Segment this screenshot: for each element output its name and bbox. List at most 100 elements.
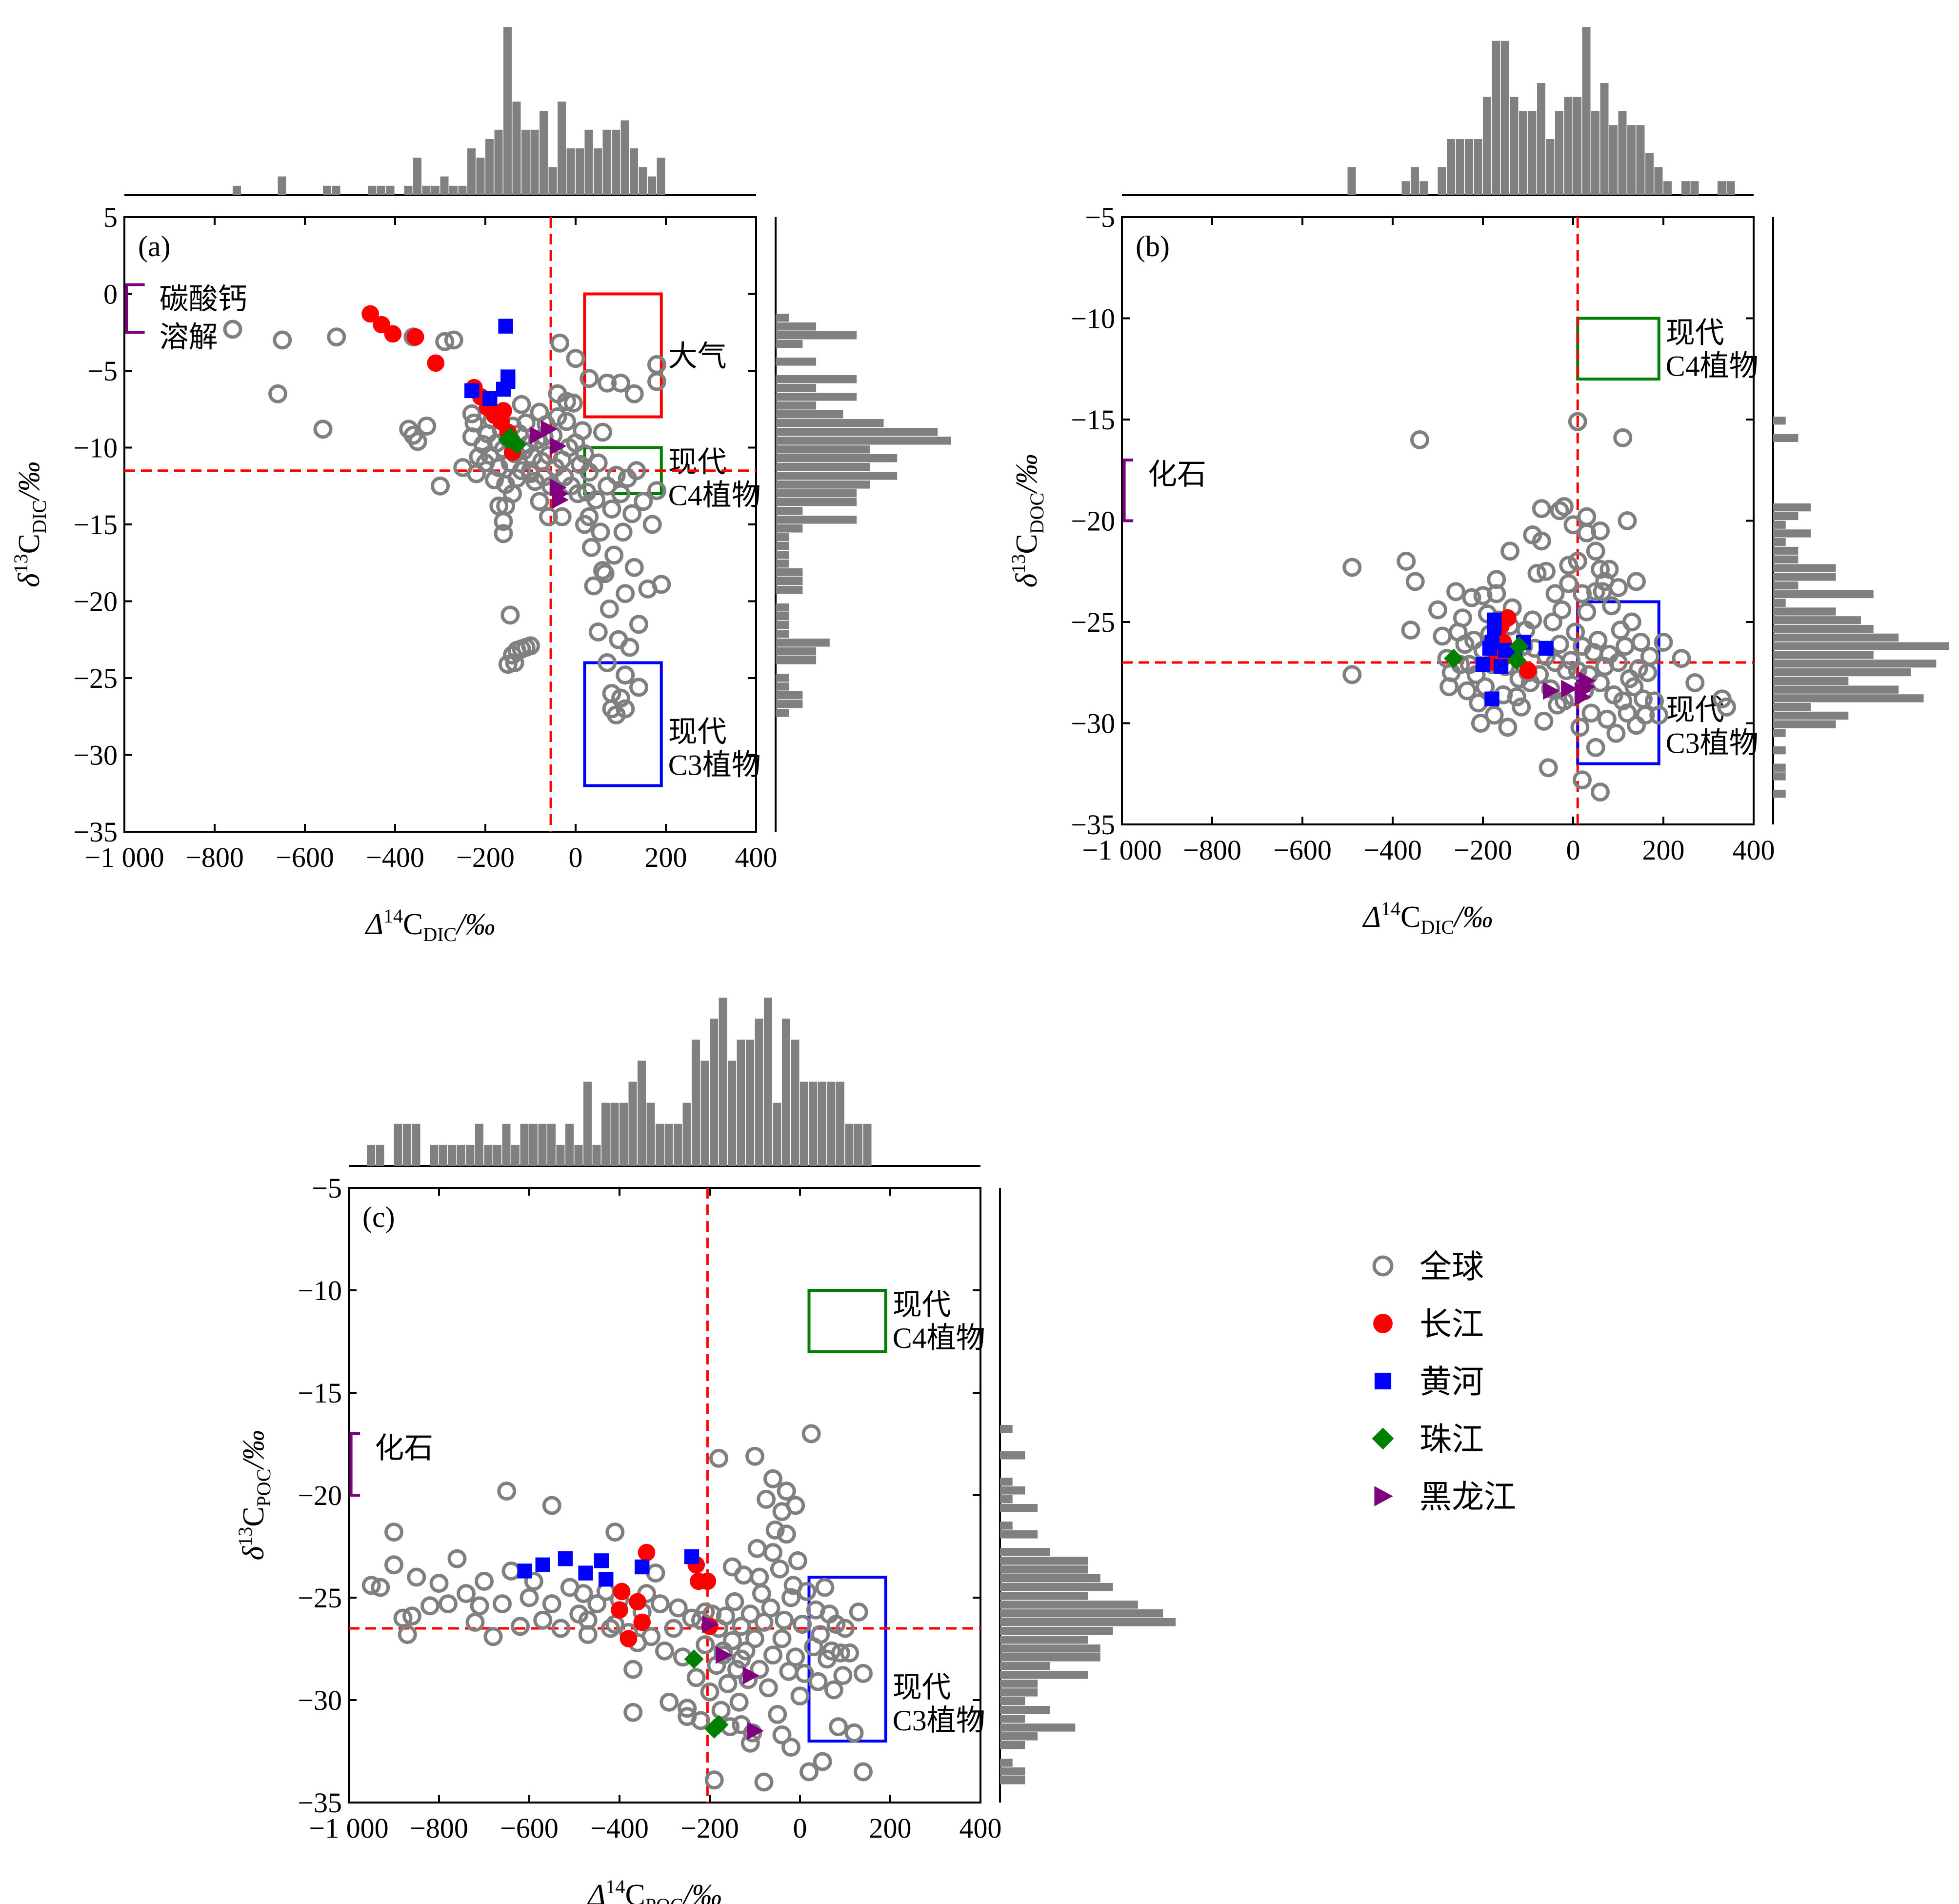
right-histogram-bar xyxy=(1773,590,1874,599)
x-tick-label: 200 xyxy=(1642,834,1685,866)
point-global xyxy=(750,1660,769,1679)
point-global xyxy=(1602,596,1621,616)
point-global xyxy=(854,1762,873,1782)
point-global xyxy=(740,1604,760,1624)
point-global xyxy=(1500,541,1519,561)
top-histogram-bar xyxy=(657,158,665,195)
point-global xyxy=(1570,718,1590,737)
point-global xyxy=(611,373,630,393)
point-global xyxy=(745,1446,764,1466)
point-global xyxy=(1591,673,1610,692)
point-global xyxy=(417,416,437,436)
right-histogram-bar xyxy=(776,437,951,445)
point-global xyxy=(1586,541,1605,561)
point-global xyxy=(795,1663,814,1683)
right-histogram-bar xyxy=(776,647,817,656)
point-global xyxy=(604,545,624,565)
right-histogram-bar xyxy=(1000,1583,1113,1591)
right-histogram-bar xyxy=(1773,660,1937,668)
point-global xyxy=(745,1629,764,1648)
top-histogram-bar xyxy=(692,1040,700,1166)
right-histogram-bar xyxy=(1773,417,1786,425)
top-histogram-bar xyxy=(1573,97,1582,195)
right-histogram-bar xyxy=(776,577,803,585)
point-global xyxy=(500,605,520,625)
point-global xyxy=(524,1571,543,1591)
right-histogram-bar xyxy=(1000,1504,1038,1512)
panel-title: (c) xyxy=(362,1201,395,1233)
right-histogram-bar xyxy=(1000,1706,1050,1714)
right-histogram-bar xyxy=(776,507,803,515)
region-label: 碳酸钙 xyxy=(160,283,247,316)
right-histogram-bar xyxy=(1000,1759,1013,1767)
point-global xyxy=(447,1549,467,1568)
region-box xyxy=(583,661,663,787)
point-global xyxy=(781,1588,800,1607)
top-histogram-bar xyxy=(1492,40,1500,195)
top-histogram-bar xyxy=(521,129,530,195)
point-global xyxy=(777,1482,796,1501)
point-global xyxy=(759,1678,778,1698)
top-histogram-bar xyxy=(827,1082,836,1166)
point-yellow xyxy=(594,1553,609,1568)
right-histogram-bar xyxy=(1000,1715,1025,1723)
point-global xyxy=(650,1594,670,1614)
point-global xyxy=(384,1523,403,1542)
top-histogram-bar xyxy=(556,1144,565,1166)
point-global xyxy=(813,1752,832,1771)
right-histogram-bar xyxy=(1000,1732,1038,1741)
point-global xyxy=(550,333,570,353)
right-histogram-bar xyxy=(776,551,789,559)
point-global xyxy=(578,1610,598,1630)
top-histogram-bar xyxy=(602,129,611,195)
point-global xyxy=(634,492,653,511)
top-histogram-bar xyxy=(610,1102,619,1166)
point-global xyxy=(467,464,486,483)
point-global xyxy=(664,1619,683,1638)
top-histogram-bar xyxy=(1609,125,1618,195)
right-histogram-bar xyxy=(1000,1557,1088,1565)
y-tick-label: −30 xyxy=(73,740,118,771)
top-histogram-bar xyxy=(485,139,494,195)
point-yangtze xyxy=(427,354,445,372)
right-histogram-bar xyxy=(776,533,789,541)
top-histogram-bar xyxy=(565,1123,574,1166)
right-histogram-bar xyxy=(1000,1486,1025,1495)
point-global xyxy=(371,1578,390,1597)
point-amur xyxy=(747,1722,764,1740)
point-global xyxy=(548,407,567,426)
right-histogram-bar xyxy=(776,481,870,489)
right-histogram-bar xyxy=(776,463,870,471)
point-global xyxy=(601,1619,620,1638)
point-global xyxy=(512,395,531,414)
point-yangtze xyxy=(613,1583,631,1601)
point-global xyxy=(826,1615,846,1634)
top-histogram-bar xyxy=(773,1102,781,1166)
point-global xyxy=(729,1692,749,1712)
top-histogram-bar xyxy=(377,185,386,195)
point-global xyxy=(750,1567,769,1587)
y-tick-label: −25 xyxy=(298,1582,342,1614)
right-histogram-bar xyxy=(1000,1671,1088,1679)
point-global xyxy=(1568,552,1587,571)
point-global xyxy=(1473,586,1493,605)
right-histogram-bar xyxy=(1773,729,1786,737)
point-global xyxy=(786,1647,805,1667)
point-global xyxy=(627,461,646,481)
legend-label-amur: 黑龙江 xyxy=(1419,1480,1516,1515)
top-histogram-bar xyxy=(512,101,521,195)
top-histogram-bar xyxy=(511,1144,520,1166)
point-global xyxy=(573,421,592,441)
point-global xyxy=(722,1557,742,1577)
point-global xyxy=(711,1701,731,1720)
top-histogram-bar xyxy=(529,1123,538,1166)
x-tick-label: −800 xyxy=(1183,834,1241,866)
point-global xyxy=(775,1610,794,1630)
point-yangtze xyxy=(1499,609,1517,627)
top-histogram-bar xyxy=(449,185,458,195)
y-tick-label: −15 xyxy=(1071,404,1115,436)
point-global xyxy=(704,1770,724,1790)
legend-marker-global xyxy=(1372,1255,1394,1277)
point-global xyxy=(772,1725,792,1744)
top-histogram-bar xyxy=(404,185,413,195)
